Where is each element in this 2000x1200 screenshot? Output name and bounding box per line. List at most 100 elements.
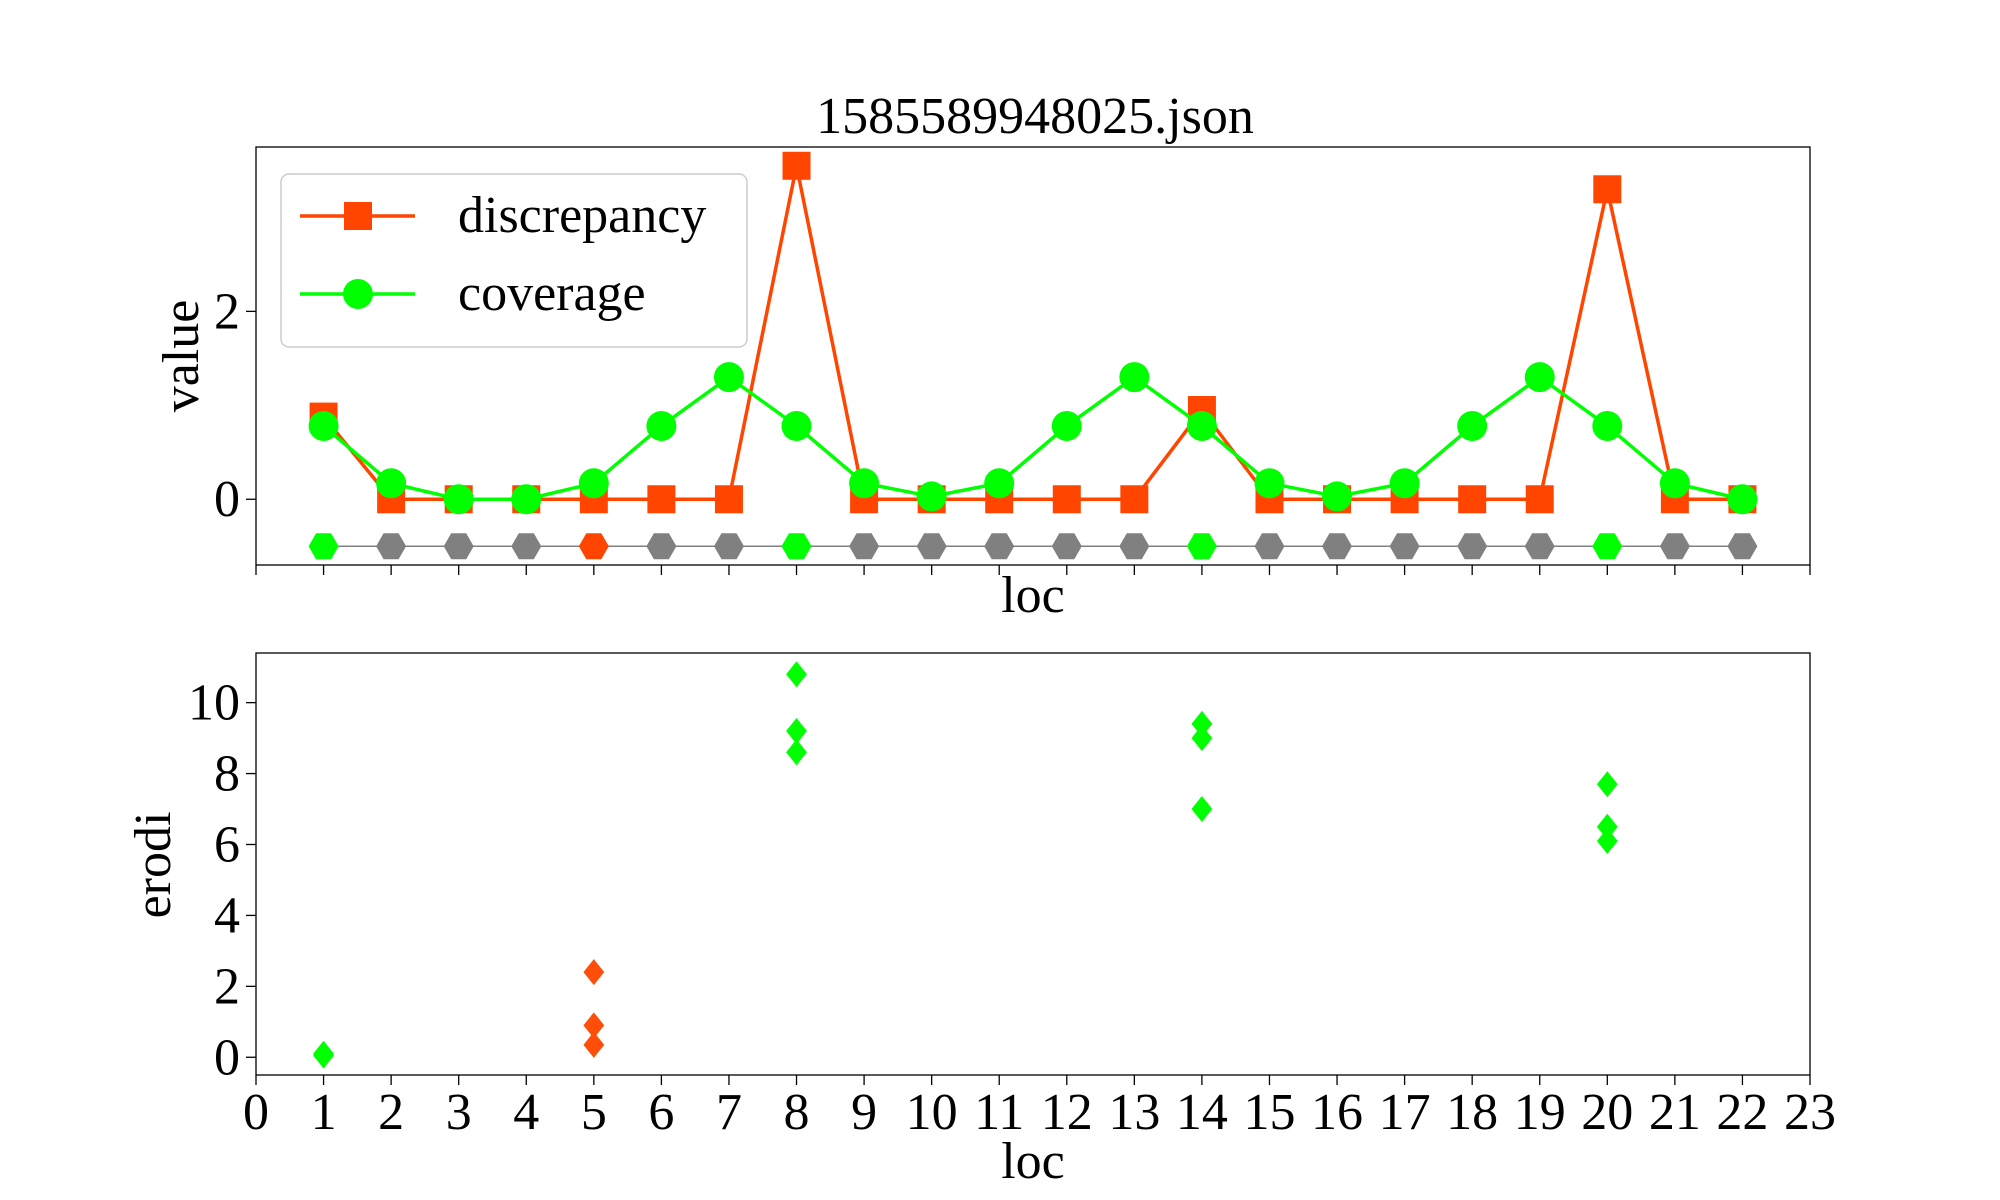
bottom-x-tick-label-2: 2	[378, 1084, 404, 1141]
coverage-point	[1322, 481, 1353, 512]
bottom-x-tick-label-7: 7	[716, 1084, 742, 1141]
bottom-x-tick-label-22: 22	[1716, 1084, 1768, 1141]
coverage-point	[1119, 362, 1150, 393]
top-y-axis-label: value	[153, 300, 210, 413]
coverage-point	[1254, 468, 1285, 499]
coverage-point	[1524, 362, 1555, 393]
coverage-point	[984, 468, 1015, 499]
erodi-point	[1596, 771, 1618, 798]
coverage-point	[781, 410, 812, 441]
coverage-point	[578, 468, 609, 499]
bottom-x-tick-label-20: 20	[1581, 1084, 1633, 1141]
status-row	[308, 533, 1758, 560]
erodi-point	[786, 661, 807, 688]
bottom-y-ticks: 0 2 4 6 8 10	[188, 675, 256, 1086]
erodi-point	[1191, 725, 1213, 752]
bottom-x-tick-label-17: 17	[1379, 1084, 1431, 1141]
discrepancy-point	[1052, 485, 1081, 514]
bottom-x-tick-label-4: 4	[513, 1084, 539, 1141]
top-y-ticks: 02	[214, 283, 256, 528]
top-series	[308, 151, 1758, 515]
discrepancy-point	[1120, 485, 1149, 514]
erodi-point	[583, 959, 605, 986]
status-marker	[1457, 533, 1488, 560]
erodi-point	[1596, 827, 1618, 854]
bottom-x-tick-label-0: 0	[243, 1084, 269, 1141]
status-marker	[1727, 533, 1758, 560]
coverage-point	[1389, 468, 1420, 499]
coverage-point	[511, 484, 542, 515]
status-marker	[1186, 533, 1217, 560]
bottom-x-tick-label-23: 23	[1784, 1084, 1836, 1141]
discrepancy-point	[1525, 485, 1554, 514]
status-marker	[984, 533, 1015, 560]
discrepancy-point	[647, 485, 676, 514]
discrepancy-point	[782, 151, 811, 180]
status-marker	[849, 533, 880, 560]
bottom-x-tick-label-9: 9	[851, 1084, 877, 1141]
top-x-ticks	[255, 565, 1811, 575]
bottom-x-ticks: 0 1 2 3 4 5 6 7 8 9 10 11 12 13 14 15 16 17 18 19 20 21 22 23	[243, 1075, 1836, 1141]
bottom-x-tick-label-1: 1	[311, 1084, 337, 1141]
status-marker	[376, 533, 407, 560]
status-marker	[578, 533, 609, 560]
coverage-point	[713, 362, 744, 393]
coverage-point	[1659, 468, 1690, 499]
erodi-point	[786, 739, 807, 766]
bottom-x-tick-label-11: 11	[974, 1084, 1024, 1141]
coverage-point	[1727, 484, 1758, 515]
coverage-point	[849, 468, 880, 499]
bottom-x-tick-label-15: 15	[1243, 1084, 1295, 1141]
coverage-point	[1051, 410, 1082, 441]
status-marker	[1119, 533, 1150, 560]
status-marker	[1254, 533, 1285, 560]
bottom-y-tick-label-5: 10	[188, 675, 240, 732]
status-marker	[1389, 533, 1420, 560]
discrepancy-point	[1593, 175, 1622, 204]
legend-discrepancy-marker	[344, 202, 372, 230]
bottom-x-tick-label-6: 6	[648, 1084, 674, 1141]
erodi-points	[313, 661, 1618, 1069]
status-marker	[781, 533, 812, 560]
bottom-plot-frame	[255, 652, 1811, 1076]
discrepancy-point	[714, 485, 743, 514]
top-x-axis-label: loc	[1001, 567, 1065, 624]
chart-title: 1585589948025.json	[816, 88, 1254, 145]
bottom-y-tick-label-2: 4	[214, 887, 240, 944]
status-marker	[1051, 533, 1082, 560]
top-plot-frame	[255, 146, 1811, 566]
coverage-line	[322, 375, 1743, 501]
status-marker	[1524, 533, 1555, 560]
coverage-point	[376, 468, 407, 499]
coverage-point	[916, 481, 947, 512]
erodi-point	[786, 718, 807, 745]
status-marker	[1659, 533, 1690, 560]
status-marker	[916, 533, 947, 560]
bottom-x-tick-label-14: 14	[1176, 1084, 1228, 1141]
legend: discrepancy coverage	[280, 173, 748, 348]
erodi-point	[313, 1040, 334, 1067]
bottom-y-tick-label-3: 6	[214, 816, 240, 873]
legend-coverage-marker	[343, 279, 373, 309]
erodi-point	[583, 1031, 605, 1058]
legend-discrepancy-label: discrepancy	[458, 187, 706, 244]
bottom-x-tick-label-5: 5	[581, 1084, 607, 1141]
bottom-x-tick-label-16: 16	[1311, 1084, 1363, 1141]
bottom-y-tick-label-4: 8	[214, 746, 240, 803]
bottom-x-tick-label-19: 19	[1514, 1084, 1566, 1141]
status-marker	[511, 533, 542, 560]
status-marker	[308, 533, 339, 560]
top-y-tick-label-1: 2	[214, 283, 240, 340]
status-marker	[443, 533, 474, 560]
erodi-point	[583, 1012, 605, 1039]
bottom-y-tick-label-1: 2	[214, 958, 240, 1015]
coverage-point	[646, 410, 677, 441]
legend-coverage-label: coverage	[458, 265, 646, 322]
status-marker	[714, 533, 744, 560]
bottom-x-tick-label-10: 10	[906, 1084, 958, 1141]
erodi-point	[1191, 710, 1213, 737]
discrepancy-point	[1458, 485, 1487, 514]
coverage-point	[1186, 410, 1217, 441]
